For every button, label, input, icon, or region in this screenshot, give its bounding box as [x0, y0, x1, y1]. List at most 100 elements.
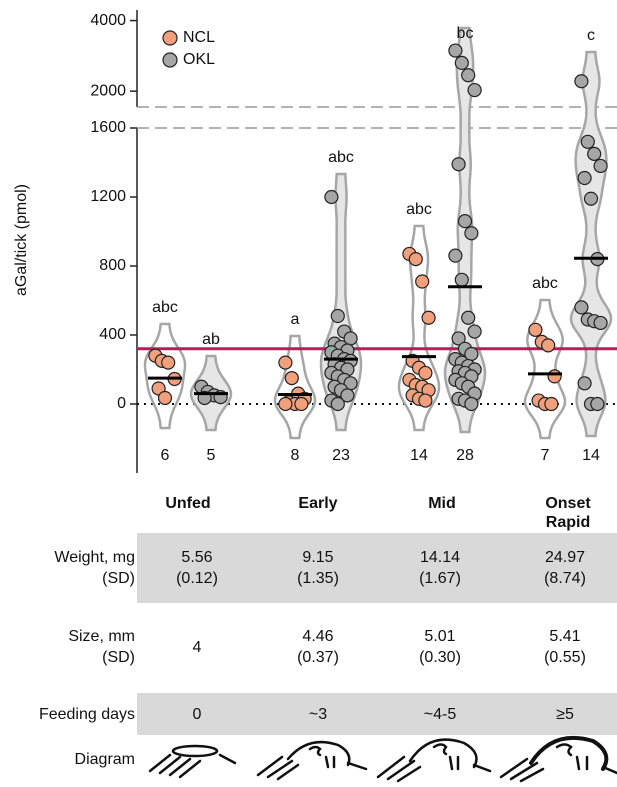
table-cell: (0.30)	[419, 649, 461, 666]
data-point	[454, 55, 469, 71]
violin	[397, 224, 441, 432]
data-point	[421, 310, 436, 325]
data-point	[161, 355, 176, 370]
data-point	[418, 365, 433, 381]
significance-letter: a	[291, 311, 300, 328]
n-label: 6	[161, 447, 170, 464]
table-cell: 5.41	[549, 628, 581, 645]
n-label: 8	[291, 447, 300, 464]
row-background	[137, 693, 617, 735]
data-point	[284, 371, 299, 386]
data-point	[454, 272, 469, 287]
data-point	[528, 322, 543, 337]
table-cell: 5.56	[181, 549, 213, 566]
violin	[143, 322, 187, 430]
data-point	[415, 274, 430, 289]
table-cell: 5.01	[424, 628, 456, 645]
n-label: 5	[207, 447, 216, 464]
data-point	[451, 331, 466, 346]
data-point	[408, 252, 423, 267]
row-label: (SD)	[102, 570, 135, 587]
y-tick-label: 0	[117, 395, 126, 412]
data-point	[467, 82, 482, 98]
data-point	[340, 388, 355, 403]
data-point	[464, 226, 479, 241]
row-label: Feeding days	[38, 705, 135, 723]
row-label: Weight, mg	[54, 549, 135, 566]
data-point	[278, 396, 293, 412]
table-cell: 4.46	[302, 628, 334, 645]
table-row: Size, mm (SD) 4 4.46 (0.37) 5.01 (0.30) 5.41 (0.…	[0, 612, 617, 682]
y-tick-label: 800	[99, 257, 126, 274]
table-cell: 14.14	[419, 549, 461, 566]
data-point	[324, 189, 339, 205]
y-tick-label: 4000	[90, 12, 126, 29]
data-point	[547, 369, 562, 384]
legend-label: OKL	[183, 51, 215, 68]
data-point	[593, 158, 608, 174]
table-row: Diagram	[0, 745, 617, 787]
significance-letter: abc	[532, 275, 558, 292]
n-label: 14	[410, 447, 428, 464]
x-tick-label: Mid	[428, 495, 456, 512]
row-background	[137, 533, 617, 603]
data-point	[330, 308, 345, 324]
violin	[569, 50, 613, 438]
y-axis-label: aGal/tick (pmol)	[13, 184, 30, 296]
data-point	[574, 74, 589, 89]
n-label: 14	[582, 447, 600, 464]
x-tick-label: Onset Rapid	[545, 495, 591, 531]
violin	[443, 26, 487, 434]
tick-diagrams	[148, 735, 617, 783]
data-point	[461, 310, 476, 325]
table-row: Weight, mg (SD) 5.56 (0.12) 9.15 (1.35) 14.14 (…	[0, 533, 617, 603]
n-label: 7	[541, 447, 550, 464]
x-tick-label: Early	[298, 495, 338, 512]
row-label: (SD)	[102, 649, 135, 666]
n-label: 23	[332, 447, 350, 464]
y-tick-label: 400	[99, 326, 126, 343]
significance-letter: c	[587, 27, 595, 44]
significance-letter: ab	[202, 331, 220, 348]
legend-label: NCL	[183, 29, 215, 46]
legend-marker	[162, 52, 178, 68]
y-tick-label: 1600	[90, 119, 126, 136]
table-cell: ~3	[308, 705, 328, 723]
table-cell: (1.67)	[419, 570, 461, 587]
significance-letter: abc	[152, 299, 178, 316]
violin	[273, 334, 317, 440]
data-point	[574, 300, 589, 315]
data-point	[448, 43, 463, 58]
chart: aGal/tick (pmol) 0 400 800 1200 1600 2000 4000…	[13, 10, 617, 473]
violin	[523, 298, 567, 440]
data-point	[330, 396, 345, 412]
x-tick-label: Unfed	[165, 495, 211, 512]
y-tick-label: 2000	[90, 82, 126, 99]
data-point	[580, 134, 595, 149]
n-label: 28	[456, 447, 474, 464]
data-point	[278, 355, 293, 370]
significance-letter: bc	[457, 25, 474, 42]
row-label: Diagram	[74, 751, 135, 768]
data-point	[544, 396, 559, 412]
data-point	[583, 191, 599, 206]
legend-marker	[162, 30, 178, 46]
data-point	[448, 248, 463, 263]
table-cell: (0.37)	[297, 649, 339, 666]
table-cell: (1.35)	[297, 570, 339, 587]
significance-letter: abc	[406, 201, 432, 218]
table-row: Feeding days 0 ~3 ~4-5 ≥5	[0, 693, 617, 735]
data-point	[577, 170, 592, 186]
data-point	[590, 396, 605, 412]
data-point	[467, 324, 482, 339]
data-point	[418, 393, 433, 408]
table-cell: (0.12)	[176, 570, 218, 587]
row-label: Size, mm	[68, 628, 135, 645]
data-point	[577, 376, 592, 391]
diagram-row	[148, 735, 617, 783]
data-point	[461, 68, 476, 83]
table-cell: 4	[192, 638, 202, 656]
data-point	[157, 390, 173, 406]
data-point	[457, 214, 473, 229]
